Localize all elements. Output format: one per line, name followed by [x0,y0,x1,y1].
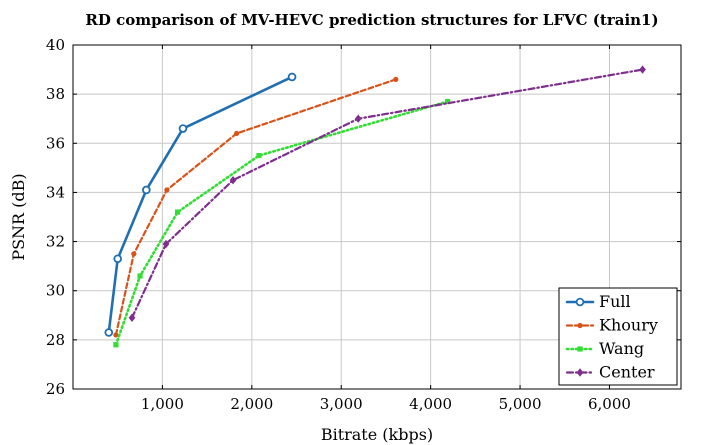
data-point-khoury [131,251,137,257]
data-point-full [142,185,151,195]
series-khoury [113,76,399,338]
data-point-full [178,124,188,133]
series-full [104,72,297,337]
data-point-wang [137,273,143,279]
series-line-wang [114,100,449,347]
y-tick-label: 30 [46,282,65,300]
series-line-center [130,68,644,319]
legend-item-khoury: Khoury [565,316,658,335]
data-point-khoury [234,130,240,137]
y-tick-label: 34 [46,183,65,201]
x-axis-label: Bitrate (kbps) [321,425,433,444]
data-point-center [639,65,646,74]
y-tick-label: 26 [46,380,65,398]
series-center [128,65,646,322]
data-point-center [229,175,237,185]
data-point-wang [113,342,119,348]
data-point-wang [175,209,181,215]
legend-marker-full [575,297,585,307]
series-layer [104,65,646,348]
x-tick-label: 5,000 [499,395,542,413]
legend-label-full: Full [599,292,631,311]
y-tick-label: 28 [46,331,65,349]
series-line-full [107,75,294,334]
legend-label-wang: Wang [599,339,644,358]
legend-marker-center [576,368,584,377]
data-point-wang [256,152,262,159]
x-tick-label: 1,000 [141,395,184,413]
plot-frame [72,44,682,390]
data-point-khoury [113,332,119,338]
legend-marker-khoury [577,322,583,329]
series-wang [113,98,451,348]
data-point-center [128,313,136,322]
data-point-center [354,114,362,123]
y-tick-label: 32 [46,233,65,251]
y-axis-label: PSNR (dB) [9,173,28,260]
series-line-khoury [114,78,397,337]
y-tick-label: 36 [46,134,65,152]
chart-title: RD comparison of MV-HEVC prediction stru… [85,11,658,29]
data-point-full [113,254,123,264]
x-tick-label: 3,000 [320,395,363,413]
legend-marker-wang [577,346,583,352]
data-point-khoury [393,76,399,82]
legend: Full Khoury Wang Center [558,287,678,386]
data-point-center [162,239,170,249]
data-point-wang [445,98,451,105]
legend-item-full: Full [565,292,631,311]
legend-item-center: Center [565,363,655,382]
y-tick-label: 40 [46,36,65,54]
x-tick-label: 4,000 [409,395,452,413]
data-point-khoury [164,187,170,193]
x-tick-label: 6,000 [588,395,631,413]
legend-label-khoury: Khoury [599,316,658,335]
y-tick-label: 38 [46,85,65,103]
x-tick-label: 2,000 [230,395,273,413]
axis-ticks: 1,000 2,000 3,000 4,000 5,000 6,000 26 28 30 32 34… [46,36,681,413]
data-point-full [287,72,297,82]
legend-label-center: Center [599,363,655,382]
legend-item-wang: Wang [565,339,644,358]
data-point-full [104,328,114,337]
